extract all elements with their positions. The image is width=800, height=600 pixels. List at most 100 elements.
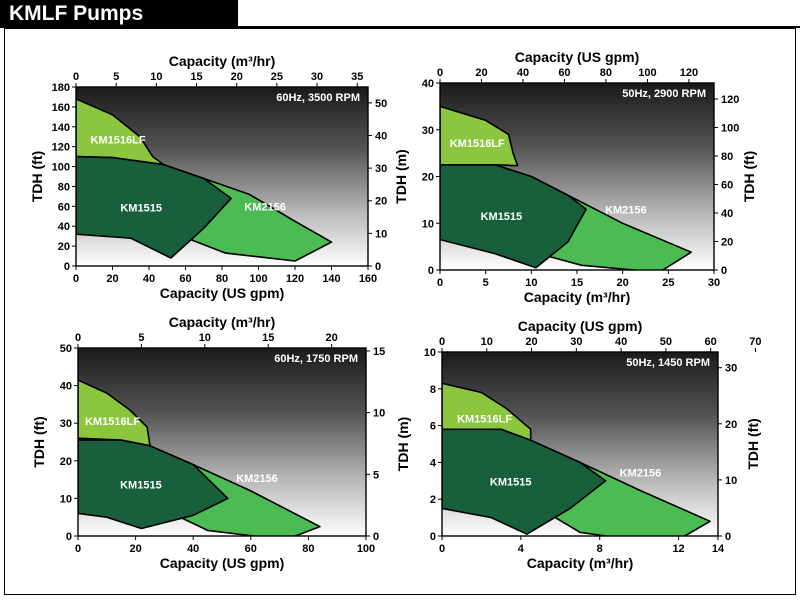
x-top-tick-label: 30 (570, 336, 582, 348)
x-top-axis-label: Capacity (m³/hr) (169, 53, 276, 69)
x-bottom-axis-label: Capacity (US gpm) (160, 555, 284, 571)
y-right-tick-label: 0 (725, 531, 731, 543)
x-bottom-tick-label: 60 (245, 543, 257, 555)
x-top-tick-label: 120 (680, 67, 698, 79)
chart-1: KM2156 KM1516LF KM1515 60Hz, 3500 RPM 0 20 40 6… (29, 53, 387, 301)
x-top-tick-label: 0 (439, 336, 445, 348)
x-bottom-tick-label: 20 (129, 543, 141, 555)
x-top-tick-label: 25 (271, 71, 283, 83)
y-left-axis-label: TDH (ft) (29, 151, 45, 202)
x-bottom-tick-label: 140 (322, 273, 340, 285)
x-bottom-tick-label: 80 (216, 273, 228, 285)
y-left-tick-label: 0 (428, 265, 434, 277)
region-label-km1516lf: KM1516LF (450, 138, 505, 150)
regions (76, 98, 333, 262)
x-top-axis-label: Capacity (m³/hr) (169, 314, 276, 330)
plot-border (77, 347, 367, 537)
x-top-tick-label: 5 (138, 332, 144, 344)
x-top-tick-label: 100 (638, 67, 656, 79)
x-top-tick-label: 80 (600, 67, 612, 79)
y-right-tick-label: 40 (721, 208, 733, 220)
y-left-tick-label: 40 (60, 381, 72, 393)
y-left-tick-label: 60 (58, 201, 70, 213)
x-bottom-tick-label: 25 (662, 277, 674, 289)
region-label-km1515: KM1515 (490, 477, 532, 489)
region-label-km2156: KM2156 (236, 473, 278, 485)
y-left-axis-label: TDH (m) (393, 149, 409, 203)
y-left-tick-label: 40 (422, 78, 434, 90)
regions (440, 105, 693, 270)
x-bottom-axis-label: Capacity (US gpm) (160, 285, 284, 301)
x-bottom-tick-label: 100 (249, 273, 267, 285)
region-label-km1516lf: KM1516LF (91, 135, 146, 147)
x-bottom-tick-label: 0 (73, 273, 79, 285)
x-bottom-tick-label: 8 (597, 543, 603, 555)
y-left-tick-label: 20 (422, 172, 434, 184)
region-km1515 (442, 428, 607, 536)
chart-frame (4, 28, 796, 595)
x-top-tick-label: 0 (437, 67, 443, 79)
y-right-tick-label: 50 (375, 98, 387, 110)
y-right-tick-label: 20 (725, 419, 737, 431)
x-bottom-tick-label: 80 (302, 543, 314, 555)
y-left-tick-label: 0 (66, 531, 72, 543)
x-top-tick-label: 70 (749, 336, 761, 348)
x-bottom-tick-label: 40 (143, 273, 155, 285)
y-right-tick-label: 5 (373, 469, 379, 481)
y-right-tick-label: 20 (721, 236, 733, 248)
region-km1515 (440, 164, 587, 269)
region-km1515 (76, 155, 232, 259)
y-left-tick-label: 30 (422, 125, 434, 137)
y-left-tick-label: 0 (430, 531, 436, 543)
y-left-tick-label: 2 (430, 494, 436, 506)
x-bottom-tick-label: 40 (187, 543, 199, 555)
page-title: KMLF Pumps (0, 0, 238, 27)
y-left-tick-label: 20 (58, 241, 70, 253)
y-left-tick-label: 80 (58, 181, 70, 193)
region-label-km2156: KM2156 (605, 204, 647, 216)
x-bottom-tick-label: 60 (179, 273, 191, 285)
y-right-tick-label: 100 (721, 122, 739, 134)
y-left-axis-label: TDH (ft) (31, 416, 47, 467)
chart-4: KM2156 KM1516LF KM1515 50Hz, 1450 RPM 0 4 8 12 1… (395, 318, 762, 571)
x-bottom-tick-label: 12 (672, 543, 684, 555)
region-km1516lf (78, 379, 151, 447)
x-bottom-tick-label: 5 (483, 277, 489, 289)
x-top-tick-label: 20 (525, 336, 537, 348)
x-bottom-tick-label: 100 (357, 543, 375, 555)
x-top-tick-label: 10 (199, 332, 211, 344)
x-top-tick-label: 15 (190, 71, 202, 83)
y-right-tick-label: 0 (375, 261, 381, 273)
x-top-axis-label: Capacity (US gpm) (518, 318, 642, 334)
x-top-tick-label: 60 (558, 67, 570, 79)
x-bottom-axis-label: Capacity (m³/hr) (524, 289, 631, 305)
y-right-tick-label: 40 (375, 130, 387, 142)
x-top-tick-label: 60 (705, 336, 717, 348)
x-bottom-tick-label: 160 (359, 273, 377, 285)
region-km1515 (78, 439, 229, 530)
x-bottom-axis-label: Capacity (m³/hr) (527, 555, 634, 571)
speed-label: 60Hz, 3500 RPM (276, 92, 360, 104)
x-top-tick-label: 10 (150, 71, 162, 83)
y-left-tick-label: 40 (58, 221, 70, 233)
speed-label: 50Hz, 1450 RPM (626, 357, 710, 369)
y-left-tick-label: 160 (52, 102, 70, 114)
x-top-tick-label: 20 (475, 67, 487, 79)
x-top-tick-label: 40 (517, 67, 529, 79)
chart-3: KM2156 KM1516LF KM1515 60Hz, 1750 RPM 0 20 40 6… (31, 314, 385, 571)
y-left-tick-label: 0 (64, 261, 70, 273)
y-left-tick-label: 20 (60, 456, 72, 468)
y-right-tick-label: 10 (373, 408, 385, 420)
y-left-tick-label: 30 (60, 418, 72, 430)
x-top-tick-label: 0 (75, 332, 81, 344)
x-bottom-tick-label: 20 (617, 277, 629, 289)
y-right-tick-label: 10 (375, 228, 387, 240)
y-right-tick-label: 15 (373, 346, 385, 358)
x-top-tick-label: 20 (326, 332, 338, 344)
y-right-tick-label: 0 (721, 265, 727, 277)
x-bottom-tick-label: 14 (712, 543, 725, 555)
x-bottom-tick-label: 20 (106, 273, 118, 285)
x-top-tick-label: 5 (113, 71, 119, 83)
y-right-axis-label: TDH (ft) (741, 151, 757, 202)
